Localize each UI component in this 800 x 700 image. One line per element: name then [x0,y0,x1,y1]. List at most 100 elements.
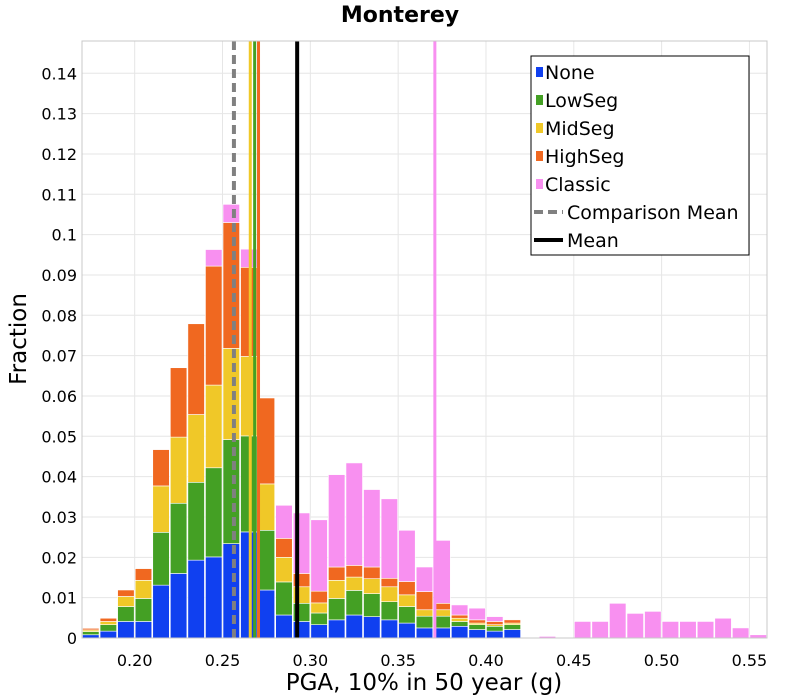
bar-highseg [99,617,117,622]
y-tick-label: 0.12 [41,145,77,164]
bar-lowseg [222,439,240,544]
bar-classic [679,621,697,639]
bar-highseg [117,589,135,597]
bar-classic [415,566,434,592]
x-tick-label: 0.55 [732,651,768,670]
bar-highseg [222,222,240,349]
bar-classic [573,621,592,639]
bar-classic [661,621,679,639]
y-tick-label: 0.14 [41,64,77,83]
y-tick-label: 0.06 [41,387,77,406]
bar-classic [222,204,240,223]
bar-lowseg [451,621,469,627]
bar-none [451,626,469,639]
bar-lowseg [363,593,381,617]
y-tick-label: 0.08 [41,306,77,325]
legend-swatch-none [536,67,543,77]
bar-none [170,573,188,639]
y-axis-title: Fraction [6,293,32,385]
bar-lowseg [82,631,100,636]
legend: None LowSeg MidSeg HighSeg Classic Comparison… [530,55,750,256]
bar-none [345,614,363,639]
bar-highseg [257,397,276,485]
x-tick-label: 0.50 [644,651,680,670]
y-axis-ticks: 0 0.01 0.02 0.03 0.04 0.05 0.06 0.07 0.08 0.09 0.1… [41,64,77,648]
legend-label-comparison-mean: Comparison Mean [567,202,739,224]
bar-highseg [451,614,469,619]
bar-lowseg [486,626,504,632]
histogram-bars [82,204,767,639]
bar-highseg [468,619,486,624]
bar-classic [644,611,662,639]
bar-none [503,629,521,639]
y-tick-label: 0.05 [41,427,77,446]
bar-highseg [310,590,328,604]
legend-label-none: None [545,62,595,84]
bar-midseg [134,580,153,599]
bar-classic [626,613,644,639]
bar-lowseg [415,615,434,629]
bar-lowseg [310,612,328,625]
x-tick-label: 0.20 [117,651,153,670]
bar-lowseg [468,624,486,630]
bar-classic [363,489,381,568]
y-tick-label: 0.11 [41,185,77,204]
bar-midseg [275,557,293,583]
bar-none [117,621,135,639]
y-tick-label: 0.01 [41,589,77,608]
bar-none [152,584,170,639]
x-tick-label: 0.40 [468,651,504,670]
bar-none [468,629,486,639]
bar-lowseg [328,598,346,621]
y-tick-label: 0.03 [41,508,77,527]
bar-midseg [99,621,117,625]
bar-midseg [345,576,363,591]
bar-none [363,616,381,639]
bar-midseg [380,586,398,602]
bar-midseg [170,436,188,504]
bar-midseg [222,348,240,440]
bar-highseg [134,568,153,581]
x-axis-title: PGA, 10% in 50 year (g) [286,670,563,696]
bar-classic [468,607,486,621]
bar-classic [328,474,346,568]
bar-none [398,622,416,639]
legend-swatch-lowseg [536,95,543,105]
legend-label-mean: Mean [567,230,619,252]
legend-label-classic: Classic [545,174,611,196]
bar-highseg [275,538,293,558]
bar-classic [714,617,732,639]
bar-lowseg [134,598,153,622]
bar-classic [696,621,715,639]
bar-midseg [328,580,346,599]
series-midseg [82,348,521,632]
bar-highseg [152,449,170,487]
bar-none [328,619,346,639]
plot-frame [81,40,768,639]
chart-title: Monterey [341,3,459,28]
bar-classic [345,462,363,566]
bar-classic [591,621,609,639]
y-tick-label: 0.02 [41,548,77,567]
bar-highseg [205,265,223,386]
bar-lowseg [345,590,363,616]
bar-midseg [152,485,170,533]
y-tick-label: 0.07 [41,347,77,366]
y-tick-label: 0.1 [52,226,77,245]
bar-classic [275,504,293,539]
bar-classic [451,604,469,616]
legend-label-lowseg: LowSeg [545,90,618,112]
bar-classic [486,616,504,622]
x-tick-label: 0.35 [380,651,416,670]
bar-midseg [117,596,135,607]
bar-midseg [205,384,223,469]
legend-swatch-classic [536,179,543,189]
bar-lowseg [503,624,521,630]
bar-none [380,619,398,639]
bar-highseg [503,619,521,624]
bar-highseg [486,621,504,625]
bar-highseg [345,565,363,578]
bar-none [205,556,223,639]
bar-midseg [398,594,416,607]
